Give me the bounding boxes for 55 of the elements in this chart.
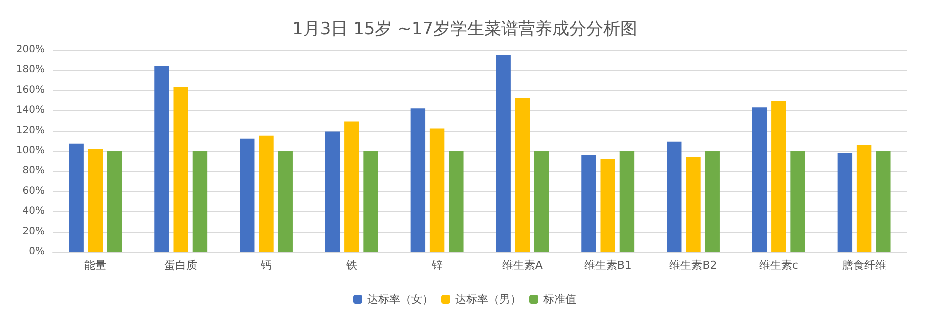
bar (790, 151, 806, 252)
x-tick-label: 蛋白质 (164, 259, 198, 272)
bar (515, 98, 530, 252)
y-tick-label: 0% (29, 246, 45, 258)
x-tick-label: 膳食纤维 (842, 259, 886, 272)
x-tick-label: 能量 (84, 259, 107, 272)
bar (752, 108, 768, 252)
y-tick-label: 60% (22, 186, 45, 197)
bar (856, 144, 872, 252)
bar (534, 151, 550, 252)
y-tick-label: 120% (16, 125, 45, 136)
bar (772, 102, 786, 252)
y-tick-label: 140% (16, 105, 45, 116)
bar (325, 132, 340, 252)
bar (192, 151, 208, 252)
bar (686, 157, 701, 252)
bar (582, 155, 596, 252)
x-tick-label: 维生素B1 (584, 259, 632, 272)
bar (838, 153, 853, 252)
y-tick-label: 40% (22, 206, 45, 218)
legend-label: 标准值 (542, 293, 576, 306)
bar (876, 151, 891, 252)
bar (107, 151, 122, 252)
bar (154, 66, 170, 252)
bar (667, 142, 682, 252)
bar (496, 55, 511, 252)
x-tick-label: 锌 (430, 259, 443, 272)
x-tick-label: 维生素B2 (670, 259, 718, 272)
bar (600, 159, 616, 252)
bar (344, 122, 360, 252)
legend-label: 达标率（男） (456, 293, 522, 306)
bar (278, 151, 293, 252)
bar (364, 151, 378, 252)
bar (430, 128, 445, 252)
y-tick-label: 20% (22, 226, 45, 238)
bar (620, 151, 635, 252)
x-tick-label: 维生素A (502, 259, 544, 272)
x-tick-label: 铁 (345, 259, 358, 272)
legend-label: 达标率（女） (368, 293, 434, 306)
bar (88, 148, 104, 252)
bar (449, 151, 464, 252)
bar (705, 151, 720, 252)
y-tick-label: 160% (16, 84, 45, 96)
y-tick-label: 100% (16, 146, 45, 156)
y-tick-label: 200% (16, 44, 45, 56)
x-tick-label: 钙 (260, 259, 272, 272)
y-tick-label: 80% (22, 166, 45, 177)
chart-title: 1月3日 15岁 ~17岁学生菜谱营养成分分析图 (292, 20, 638, 40)
bar (240, 138, 255, 252)
bar (259, 136, 274, 252)
bar (69, 144, 84, 252)
y-tick-label: 180% (16, 64, 45, 76)
bar (174, 87, 188, 252)
bar (410, 108, 426, 252)
x-tick-label: 维生素c (759, 259, 798, 272)
